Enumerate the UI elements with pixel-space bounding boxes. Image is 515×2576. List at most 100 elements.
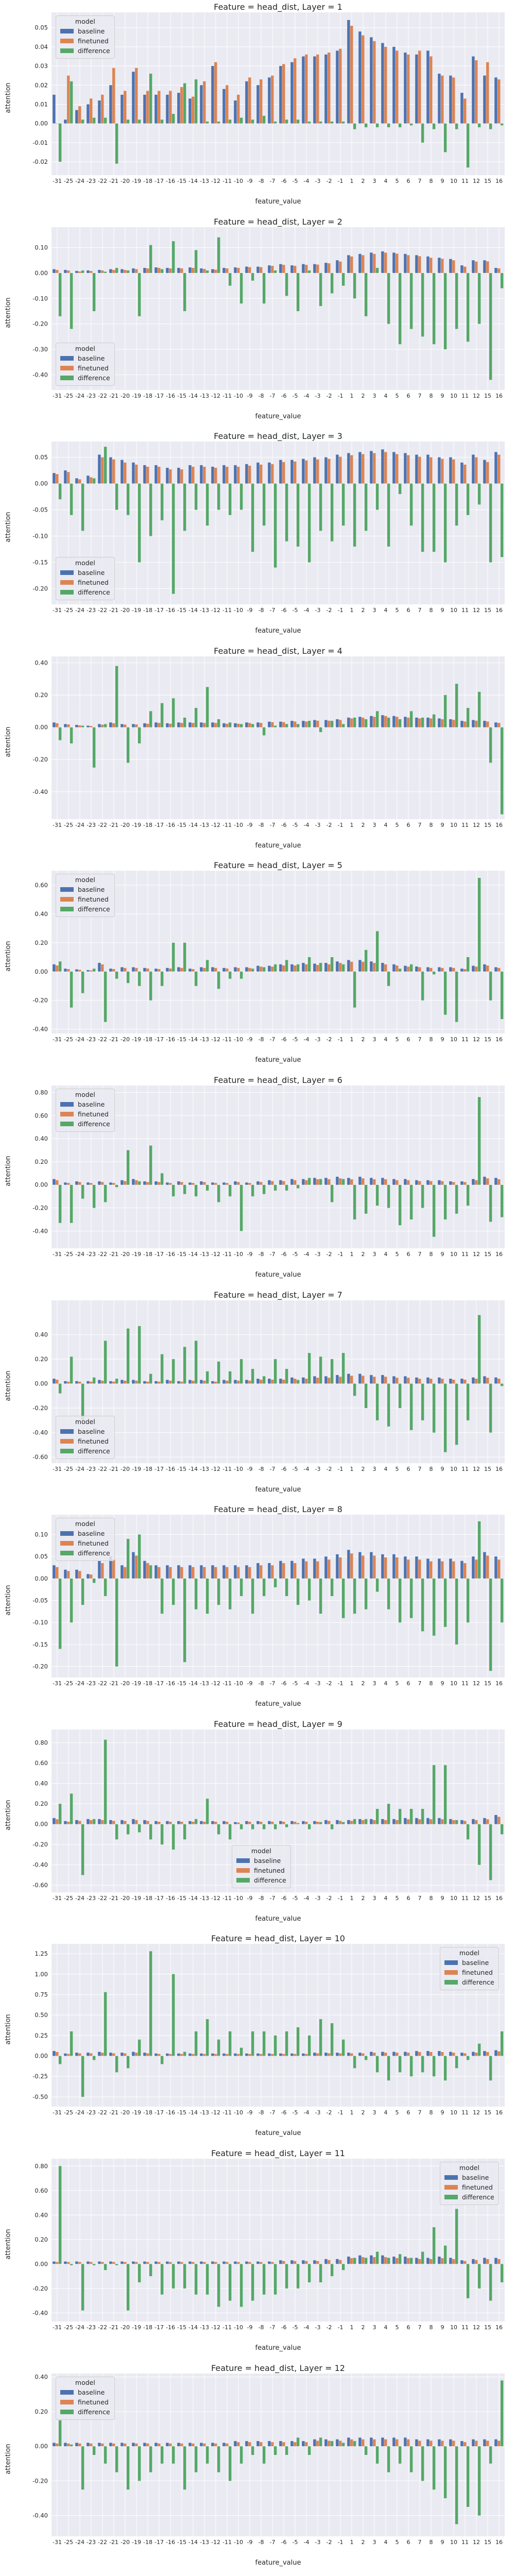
x-tick-label: -23 (87, 393, 96, 399)
bar-finetuned (339, 1821, 342, 1824)
x-tick-label: -16 (166, 2324, 175, 2331)
bar-baseline (64, 470, 67, 484)
bar-baseline (392, 964, 396, 972)
bar-baseline (449, 75, 452, 124)
x-tick-label: -6 (281, 1895, 287, 1902)
bar-baseline (200, 1821, 203, 1824)
x-tick-label: -16 (166, 178, 175, 184)
bar-baseline (87, 1819, 90, 1824)
bar-difference (421, 1184, 424, 1208)
bar-baseline (438, 73, 441, 124)
bar-finetuned (441, 1819, 444, 1824)
legend-item: difference (60, 1446, 110, 1456)
bar-baseline (381, 2052, 384, 2056)
bar-baseline (53, 1818, 56, 1824)
bar-difference (138, 1326, 141, 1384)
x-tick-label: 2 (362, 822, 365, 828)
x-tick-label: 8 (430, 2109, 433, 2116)
bar-difference (81, 1824, 84, 1875)
x-tick-label: -17 (154, 1680, 164, 1687)
bar-finetuned (328, 2260, 331, 2264)
y-tick-label: 0.00 (35, 1181, 48, 1189)
bar-finetuned (362, 35, 365, 124)
bar-difference (239, 483, 243, 510)
bar-difference (194, 972, 198, 987)
x-tick-label: 7 (418, 1036, 422, 1043)
bar-finetuned (384, 2257, 387, 2264)
bar-difference (455, 2056, 458, 2069)
y-tick-label: -0.20 (32, 1404, 48, 1412)
bar-baseline (98, 454, 101, 484)
bar-baseline (370, 1178, 373, 1185)
x-tick-label: -19 (132, 2539, 141, 2546)
x-tick-label: -2 (327, 1466, 332, 1472)
bar-difference (341, 273, 345, 286)
bar-finetuned (124, 1821, 127, 1824)
bar-finetuned (56, 1180, 59, 1185)
bar-difference (455, 2209, 458, 2264)
bar-finetuned (248, 267, 251, 273)
bar-baseline (494, 1178, 497, 1185)
bar-difference (171, 2264, 175, 2289)
x-tick-label: -14 (188, 1251, 198, 1258)
x-tick-label: -24 (75, 1680, 84, 1687)
bar-finetuned (90, 2443, 93, 2446)
bar-baseline (154, 267, 158, 273)
x-tick-label: -12 (211, 393, 220, 399)
x-tick-label: 8 (430, 822, 433, 828)
x-tick-label: -22 (98, 2109, 107, 2116)
bar-difference (489, 972, 492, 1001)
bar-finetuned (430, 457, 433, 484)
bar-difference (149, 1565, 152, 1579)
bar-difference (149, 1951, 152, 2056)
bar-baseline (234, 2261, 237, 2264)
bar-baseline (211, 1565, 214, 1579)
bar-finetuned (305, 2054, 308, 2056)
bar-finetuned (282, 2442, 285, 2446)
bar-finetuned (203, 268, 206, 273)
bar-baseline (64, 269, 67, 273)
legend-item: baseline (60, 2387, 110, 2397)
x-tick-label: -5 (293, 178, 298, 184)
y-tick-label: 0.25 (35, 2032, 48, 2039)
x-tick-label: -5 (293, 1251, 298, 1258)
bar-baseline (154, 2054, 158, 2056)
y-tick-label: 0.04 (35, 43, 48, 50)
bar-difference (81, 1383, 84, 1420)
legend-swatch (60, 48, 74, 53)
x-tick-label: -10 (234, 822, 243, 828)
bar-baseline (268, 1180, 271, 1185)
x-tick-label: 8 (430, 607, 433, 614)
bar-finetuned (146, 1821, 149, 1824)
bar-baseline (53, 1565, 56, 1579)
bar-baseline (166, 2261, 169, 2264)
bar-baseline (98, 2261, 101, 2264)
bar-finetuned (441, 75, 444, 124)
bar-finetuned (67, 969, 70, 972)
x-tick-label: -4 (304, 1036, 310, 1043)
x-tick-label: -3 (315, 822, 321, 828)
bar-finetuned (214, 1567, 217, 1579)
x-tick-label: 9 (441, 1466, 444, 1472)
bar-finetuned (260, 465, 263, 484)
bar-baseline (143, 2261, 146, 2264)
bar-baseline (109, 1381, 112, 1384)
bar-finetuned (305, 1180, 308, 1185)
legend-label: difference (78, 905, 110, 913)
x-tick-label: 6 (407, 822, 410, 828)
legend-swatch (60, 1438, 74, 1444)
bar-difference (70, 1356, 73, 1384)
bar-baseline (313, 1178, 316, 1185)
y-tick-label: 0.40 (35, 1780, 48, 1787)
bar-baseline (426, 717, 430, 727)
x-tick-label: -31 (53, 1251, 62, 1258)
bar-baseline (324, 2259, 328, 2264)
y-axis-label: attention (0, 2014, 16, 2045)
bar-difference (409, 1579, 413, 1618)
x-tick-label: 3 (373, 1036, 376, 1043)
bar-difference (228, 273, 232, 286)
bar-baseline (438, 1377, 441, 1384)
bar-difference (81, 2446, 84, 2489)
x-tick-label: 11 (461, 607, 469, 614)
bar-baseline (494, 452, 497, 484)
